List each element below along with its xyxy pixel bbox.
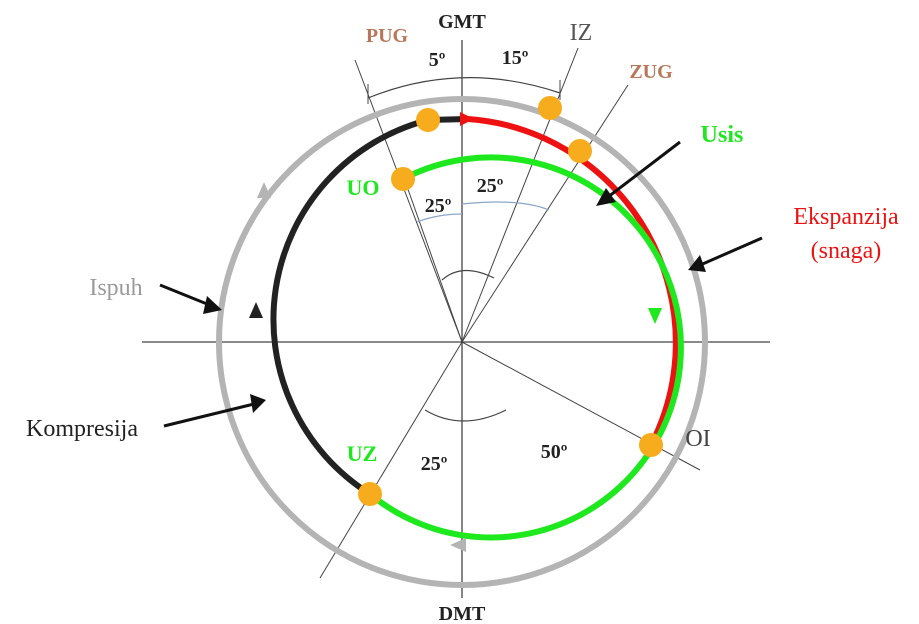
arrow-grey-left-icon bbox=[257, 182, 271, 198]
angle-arc-uo-left bbox=[416, 213, 463, 223]
label-pug: PUG bbox=[366, 25, 409, 47]
arrow-ispuh-head-icon bbox=[203, 296, 222, 314]
label-ispuh: Ispuh bbox=[89, 275, 142, 301]
angle-uo-right: 25º bbox=[477, 175, 504, 197]
angle-arc-inner-top bbox=[441, 269, 495, 281]
label-kompresija: Kompresija bbox=[26, 416, 138, 442]
marker-uz bbox=[358, 482, 382, 506]
marker-oi bbox=[639, 433, 663, 457]
line-iz bbox=[461, 47, 579, 343]
angle-arc-uo-right bbox=[461, 201, 550, 211]
angle-oi-dmt: 50º bbox=[541, 441, 568, 463]
arrow-green-right-icon bbox=[648, 308, 662, 324]
arrow-grey-bottom-icon bbox=[450, 538, 466, 552]
label-usis: Usis bbox=[701, 122, 744, 148]
marker-zug bbox=[568, 139, 592, 163]
label-oi: OI bbox=[685, 426, 710, 452]
angle-gmt-iz: 15º bbox=[502, 47, 529, 69]
label-zug: ZUG bbox=[629, 61, 673, 83]
marker-pug bbox=[416, 108, 440, 132]
ekspanzija-cycle bbox=[467, 116, 679, 447]
marker-uo bbox=[391, 167, 415, 191]
kompresija-cycle bbox=[270, 116, 469, 497]
angle-uz-dmt: 25º bbox=[421, 453, 448, 475]
label-dmt: DMT bbox=[439, 603, 486, 624]
line-zug bbox=[461, 84, 629, 343]
line-uo bbox=[403, 177, 463, 343]
line-uz bbox=[319, 341, 463, 579]
line-pug bbox=[354, 59, 463, 343]
label-uz: UZ bbox=[347, 441, 378, 466]
arrow-kompresija-pointer bbox=[163, 402, 255, 428]
angle-arc-bottom bbox=[424, 409, 507, 422]
arrow-ispuh-pointer bbox=[159, 283, 213, 308]
usis-cycle bbox=[368, 154, 684, 541]
arrow-ekspanzija-pointer bbox=[697, 236, 763, 268]
arrow-red-top-icon bbox=[460, 112, 474, 126]
label-ekspanzija: Ekspanzija bbox=[793, 204, 899, 230]
label-snaga: (snaga) bbox=[811, 238, 882, 264]
label-gmt: GMT bbox=[438, 11, 486, 33]
angle-arc-top bbox=[367, 77, 561, 99]
marker-iz bbox=[538, 96, 562, 120]
arrow-kompresija-head-icon bbox=[250, 394, 266, 413]
angle-pug-gmt: 5º bbox=[429, 49, 446, 71]
label-uo: UO bbox=[347, 175, 380, 200]
ispuh-cycle bbox=[216, 96, 708, 588]
label-iz: IZ bbox=[570, 20, 593, 46]
arrow-usis-head-icon bbox=[596, 188, 616, 206]
arrow-black-left-icon bbox=[249, 302, 263, 318]
angle-uo-left: 25º bbox=[425, 195, 452, 217]
arrow-ekspanzija-head-icon bbox=[688, 255, 706, 272]
arrow-usis-pointer bbox=[603, 140, 681, 202]
